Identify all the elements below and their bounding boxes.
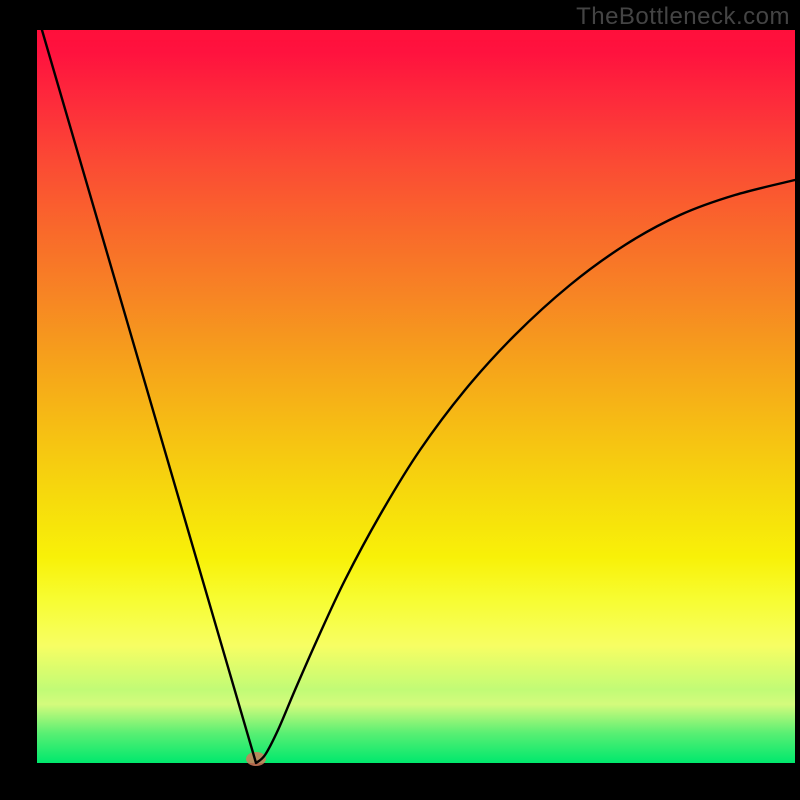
plot-area: [37, 30, 795, 763]
bottleneck-chart: [0, 0, 800, 800]
chart-container: TheBottleneck.com: [0, 0, 800, 800]
